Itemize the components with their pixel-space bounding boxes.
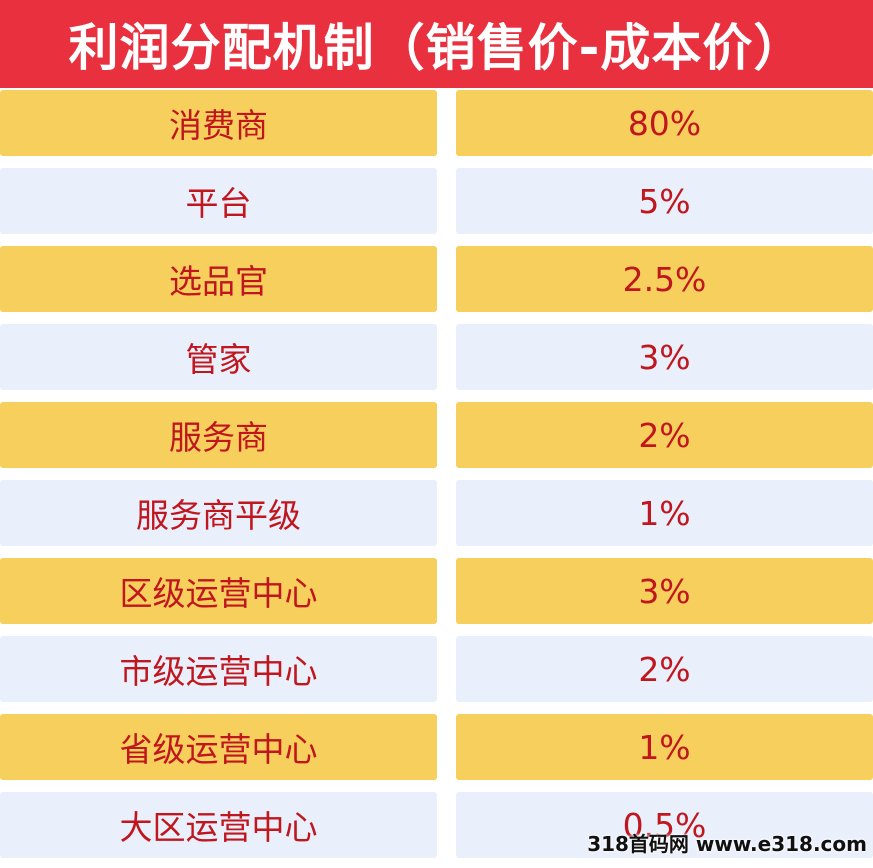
title-bar: 利润分配机制（销售价-成本价） — [0, 0, 873, 88]
share-cell: 2% — [456, 402, 873, 468]
role-cell: 消费商 — [0, 90, 437, 156]
role-cell: 省级运营中心 — [0, 714, 437, 780]
role-cell: 平台 — [0, 168, 437, 234]
table-row: 大区运营中心 0.5% — [0, 790, 873, 868]
table-row: 选品官 2.5% — [0, 244, 873, 322]
share-cell: 3% — [456, 558, 873, 624]
watermark: 318首码网 www.e318.com — [587, 832, 867, 856]
table-body: 消费商 80% 平台 5% 选品官 2.5% 管家 3% 服务商 2% 服务商平… — [0, 88, 873, 868]
table-row: 服务商 2% — [0, 400, 873, 478]
table-row: 市级运营中心 2% — [0, 634, 873, 712]
table-row: 区级运营中心 3% — [0, 556, 873, 634]
table-row: 省级运营中心 1% — [0, 712, 873, 790]
share-cell: 1% — [456, 480, 873, 546]
share-cell: 3% — [456, 324, 873, 390]
table-row: 平台 5% — [0, 166, 873, 244]
share-cell: 2% — [456, 636, 873, 702]
page-title: 利润分配机制（销售价-成本价） — [68, 19, 805, 77]
role-cell: 选品官 — [0, 246, 437, 312]
role-cell: 大区运营中心 — [0, 792, 437, 858]
share-cell: 5% — [456, 168, 873, 234]
share-cell: 2.5% — [456, 246, 873, 312]
table-row: 服务商平级 1% — [0, 478, 873, 556]
role-cell: 区级运营中心 — [0, 558, 437, 624]
role-cell: 管家 — [0, 324, 437, 390]
role-cell: 服务商 — [0, 402, 437, 468]
share-cell: 80% — [456, 90, 873, 156]
role-cell: 市级运营中心 — [0, 636, 437, 702]
table-row: 管家 3% — [0, 322, 873, 400]
share-cell: 0.5% — [456, 792, 873, 858]
role-cell: 服务商平级 — [0, 480, 437, 546]
table-row: 消费商 80% — [0, 88, 873, 166]
share-cell: 1% — [456, 714, 873, 780]
